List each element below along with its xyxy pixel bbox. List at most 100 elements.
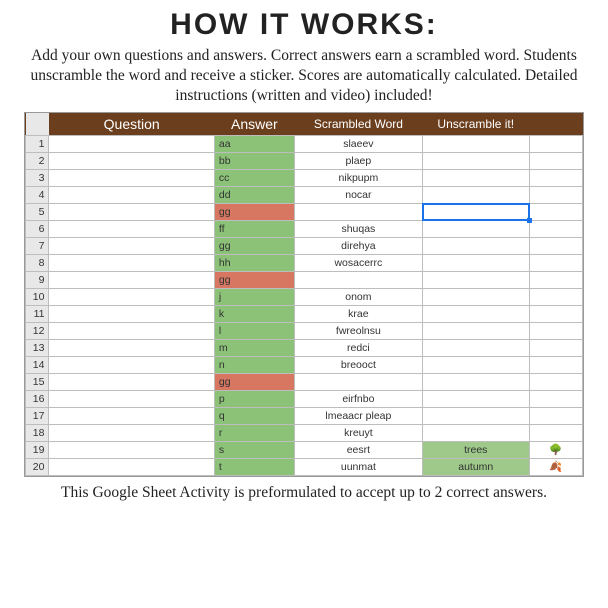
spreadsheet: Question Answer Scrambled Word Unscrambl… [24,112,584,477]
table-row: 1 aaslaeev [26,136,583,153]
answer-cell[interactable]: aa [214,136,294,153]
table-row: 6 ffshuqas [26,221,583,238]
row-number: 3 [26,170,49,187]
table-row: 19seesrttrees🌳 [26,442,583,459]
unscramble-cell[interactable] [422,170,529,187]
intro-text: Add your own questions and answers. Corr… [24,46,584,106]
answer-cell[interactable]: p [214,391,294,408]
sticker-cell [529,374,582,391]
row-number: 18 [26,425,49,442]
table-row: 14 nbreooct [26,357,583,374]
question-cell[interactable] [49,272,214,289]
answer-cell[interactable]: r [214,425,294,442]
unscramble-cell[interactable] [422,136,529,153]
question-cell[interactable] [49,374,214,391]
unscramble-cell[interactable] [422,357,529,374]
question-cell[interactable] [49,255,214,272]
answer-cell[interactable]: gg [214,204,294,221]
sticker-cell [529,255,582,272]
unscramble-cell[interactable] [422,238,529,255]
question-cell[interactable] [49,153,214,170]
scrambled-cell [294,204,422,221]
row-number: 9 [26,272,49,289]
unscramble-cell[interactable] [422,272,529,289]
table-row: 3ccnikpupm [26,170,583,187]
col-scrambled: Scrambled Word [294,113,422,136]
answer-cell[interactable]: t [214,459,294,476]
row-number: 14 [26,357,49,374]
table-row: 18rkreuyt [26,425,583,442]
answer-cell[interactable]: ff [214,221,294,238]
unscramble-cell[interactable] [422,221,529,238]
question-cell[interactable] [49,170,214,187]
question-cell[interactable] [49,459,214,476]
sticker-cell [529,170,582,187]
row-number: 4 [26,187,49,204]
answer-cell[interactable]: dd [214,187,294,204]
unscramble-cell[interactable] [422,323,529,340]
sticker-cell [529,289,582,306]
table-row: 15gg [26,374,583,391]
question-cell[interactable] [49,323,214,340]
header-row: Question Answer Scrambled Word Unscrambl… [26,113,583,136]
unscramble-cell[interactable] [422,289,529,306]
row-number: 6 [26,221,49,238]
unscramble-cell[interactable] [422,187,529,204]
footer-text: This Google Sheet Activity is preformula… [24,483,584,502]
scrambled-cell: redci [294,340,422,357]
row-number: 11 [26,306,49,323]
table-row: 8hhwosacerrc [26,255,583,272]
question-cell[interactable] [49,306,214,323]
unscramble-cell[interactable]: trees [422,442,529,459]
question-cell[interactable] [49,442,214,459]
answer-cell[interactable]: m [214,340,294,357]
question-cell[interactable] [49,204,214,221]
scrambled-cell: slaeev [294,136,422,153]
unscramble-cell[interactable] [422,408,529,425]
unscramble-cell[interactable] [422,255,529,272]
question-cell[interactable] [49,408,214,425]
scrambled-cell: onom [294,289,422,306]
answer-cell[interactable]: gg [214,238,294,255]
question-cell[interactable] [49,391,214,408]
unscramble-cell[interactable] [422,204,529,221]
table-row: 17qlmeaacr pleap [26,408,583,425]
answer-cell[interactable]: n [214,357,294,374]
answer-cell[interactable]: s [214,442,294,459]
unscramble-cell[interactable] [422,374,529,391]
row-number: 19 [26,442,49,459]
question-cell[interactable] [49,340,214,357]
question-cell[interactable] [49,425,214,442]
unscramble-cell[interactable]: autumn [422,459,529,476]
question-cell[interactable] [49,357,214,374]
answer-cell[interactable]: bb [214,153,294,170]
row-number: 16 [26,391,49,408]
sticker-cell [529,136,582,153]
scrambled-cell: breooct [294,357,422,374]
page-title: HOW IT WORKS: [24,8,584,42]
row-number: 1 [26,136,49,153]
question-cell[interactable] [49,289,214,306]
question-cell[interactable] [49,221,214,238]
answer-cell[interactable]: k [214,306,294,323]
answer-cell[interactable]: gg [214,272,294,289]
answer-cell[interactable]: hh [214,255,294,272]
table-row: 10jonom [26,289,583,306]
col-unscramble: Unscramble it! [422,113,529,136]
unscramble-cell[interactable] [422,425,529,442]
scrambled-cell: eesrt [294,442,422,459]
unscramble-cell[interactable] [422,153,529,170]
answer-cell[interactable]: gg [214,374,294,391]
unscramble-cell[interactable] [422,306,529,323]
unscramble-cell[interactable] [422,340,529,357]
question-cell[interactable] [49,136,214,153]
question-cell[interactable] [49,187,214,204]
scrambled-cell: shuqas [294,221,422,238]
answer-cell[interactable]: q [214,408,294,425]
unscramble-cell[interactable] [422,391,529,408]
answer-cell[interactable]: cc [214,170,294,187]
answer-cell[interactable]: l [214,323,294,340]
table-row: 7ggdirehya [26,238,583,255]
question-cell[interactable] [49,238,214,255]
answer-cell[interactable]: j [214,289,294,306]
